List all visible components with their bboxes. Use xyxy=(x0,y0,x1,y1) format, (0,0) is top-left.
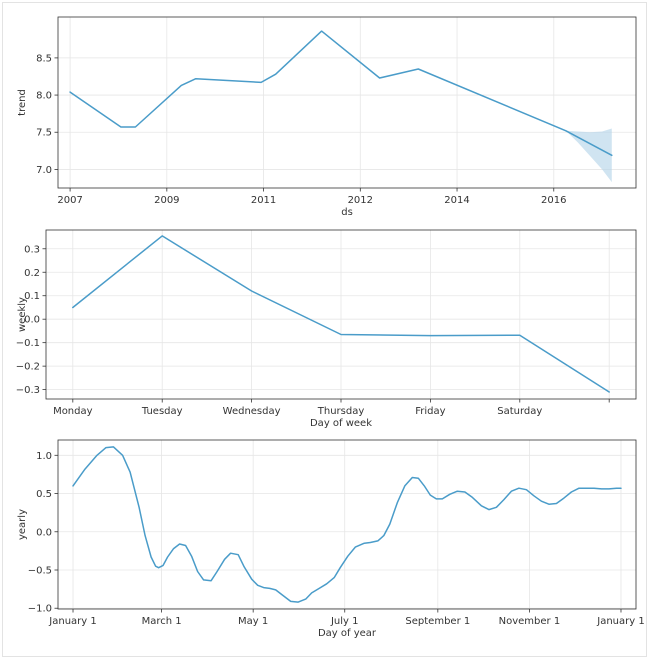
yearly-y-tick-label: −0.5 xyxy=(28,566,52,577)
weekly-y-ticks: −0.3 −0.2 −0.1 0.0 0.1 0.2 0.3 xyxy=(16,244,46,396)
trend-axes-frame xyxy=(57,16,637,189)
weekly-y-tick-label: 0.3 xyxy=(24,244,40,255)
weekly-y-tick-label: 0.2 xyxy=(24,268,40,279)
weekly-panel: Monday Tuesday Wednesday Thursday Friday Satu… xyxy=(16,229,637,429)
figure-canvas: 2007 2009 2011 2012 2014 2016 7.0 7.5 8.0 8.5 ds… xyxy=(16,16,645,639)
trend-x-tick-label: 2009 xyxy=(154,195,179,206)
yearly-x-tick-label: July 1 xyxy=(330,616,359,627)
yearly-x-ticks: January 1 March 1 May 1 July 1 September 1 No… xyxy=(48,609,645,627)
yearly-x-tick-label: May 1 xyxy=(238,616,268,627)
trend-x-axis-label: ds xyxy=(341,207,353,218)
weekly-x-tick-label: Tuesday xyxy=(141,406,183,417)
yearly-y-tick-label: −1.0 xyxy=(28,604,52,615)
yearly-x-tick-label: September 1 xyxy=(405,616,470,627)
trend-panel: 2007 2009 2011 2012 2014 2016 7.0 7.5 8.0 8.5 ds… xyxy=(17,16,637,218)
weekly-gridlines xyxy=(46,230,636,399)
weekly-x-tick-label: Friday xyxy=(415,406,445,417)
weekly-y-tick-label: 0.1 xyxy=(24,291,40,302)
trend-y-tick-label: 7.5 xyxy=(36,128,52,139)
trend-y-axis-label: trend xyxy=(17,89,28,116)
weekly-y-tick-label: −0.3 xyxy=(16,385,40,396)
weekly-y-tick-label: −0.1 xyxy=(16,338,40,349)
yearly-x-tick-label: March 1 xyxy=(142,616,182,627)
weekly-x-tick-label: Monday xyxy=(53,406,93,417)
trend-x-tick-label: 2011 xyxy=(251,195,276,206)
weekly-y-tick-label: 0.0 xyxy=(24,315,40,326)
trend-x-tick-label: 2007 xyxy=(57,195,82,206)
weekly-x-axis-label: Day of week xyxy=(310,418,372,429)
trend-x-tick-label: 2016 xyxy=(541,195,566,206)
yearly-gridlines xyxy=(58,440,636,609)
trend-x-tick-label: 2014 xyxy=(444,195,469,206)
weekly-y-axis-label: weekly xyxy=(17,297,28,332)
yearly-x-tick-label: January 1 xyxy=(596,616,644,627)
weekly-series-line xyxy=(72,235,610,393)
trend-x-ticks: 2007 2009 2011 2012 2014 2016 xyxy=(57,188,567,206)
weekly-x-tick-label: Saturday xyxy=(497,406,542,417)
yearly-y-tick-label: 0.0 xyxy=(36,527,52,538)
weekly-x-ticks: Monday Tuesday Wednesday Thursday Friday Satu… xyxy=(53,399,610,417)
yearly-y-tick-label: 1.0 xyxy=(36,451,52,462)
yearly-y-axis-label: yearly xyxy=(17,509,28,540)
trend-y-tick-label: 8.5 xyxy=(36,53,52,64)
weekly-y-tick-label: −0.2 xyxy=(16,362,40,373)
trend-y-tick-label: 7.0 xyxy=(36,165,52,176)
trend-uncertainty-band xyxy=(565,128,612,183)
yearly-x-axis-label: Day of year xyxy=(318,628,377,639)
trend-series-line xyxy=(69,30,613,157)
yearly-x-tick-label: November 1 xyxy=(499,616,561,627)
yearly-x-tick-label: January 1 xyxy=(48,616,96,627)
yearly-panel: January 1 March 1 May 1 July 1 September 1 No… xyxy=(17,439,645,639)
yearly-y-ticks: −1.0 −0.5 0.0 0.5 1.0 xyxy=(28,451,58,615)
trend-y-ticks: 7.0 7.5 8.0 8.5 xyxy=(36,53,58,176)
yearly-y-tick-label: 0.5 xyxy=(36,489,52,500)
yearly-series-line xyxy=(72,446,622,603)
trend-y-tick-label: 8.0 xyxy=(36,91,52,102)
weekly-x-tick-label: Wednesday xyxy=(223,406,281,417)
trend-x-tick-label: 2012 xyxy=(348,195,373,206)
trend-gridlines xyxy=(58,17,636,188)
weekly-x-tick-label: Thursday xyxy=(317,406,365,417)
yearly-axes-frame xyxy=(57,439,637,610)
